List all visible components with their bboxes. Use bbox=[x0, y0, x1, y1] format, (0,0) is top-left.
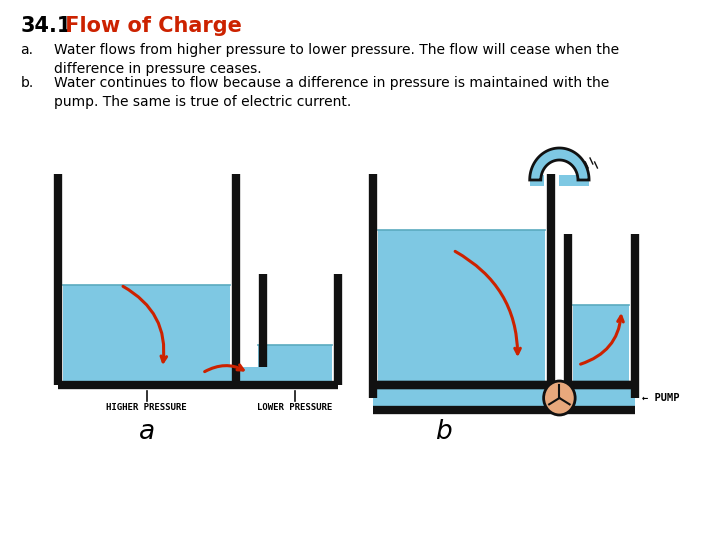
Bar bbox=[379, 230, 546, 385]
Bar bbox=[373, 385, 388, 410]
Text: 34.1: 34.1 bbox=[20, 16, 72, 36]
Text: LOWER PRESSURE: LOWER PRESSURE bbox=[257, 403, 333, 412]
Text: a.: a. bbox=[20, 43, 33, 57]
Text: ← PUMP: ← PUMP bbox=[642, 393, 680, 403]
Text: HIGHER PRESSURE: HIGHER PRESSURE bbox=[107, 403, 187, 412]
Text: Flow of Charge: Flow of Charge bbox=[58, 16, 241, 36]
Bar bbox=[258, 345, 332, 385]
Bar bbox=[559, 175, 589, 186]
Bar bbox=[63, 285, 230, 385]
Bar bbox=[530, 175, 544, 186]
Text: Water continues to flow because a difference in pressure is maintained with the
: Water continues to flow because a differ… bbox=[54, 76, 609, 109]
Bar bbox=[373, 385, 634, 410]
Text: b.: b. bbox=[20, 76, 34, 90]
Circle shape bbox=[544, 381, 575, 415]
Text: Water flows from higher pressure to lower pressure. The flow will cease when the: Water flows from higher pressure to lowe… bbox=[54, 43, 619, 76]
Bar bbox=[573, 305, 629, 385]
Text: b: b bbox=[435, 419, 452, 445]
Polygon shape bbox=[530, 148, 589, 180]
Bar bbox=[230, 367, 258, 385]
Bar bbox=[568, 385, 582, 410]
Text: a: a bbox=[138, 419, 155, 445]
